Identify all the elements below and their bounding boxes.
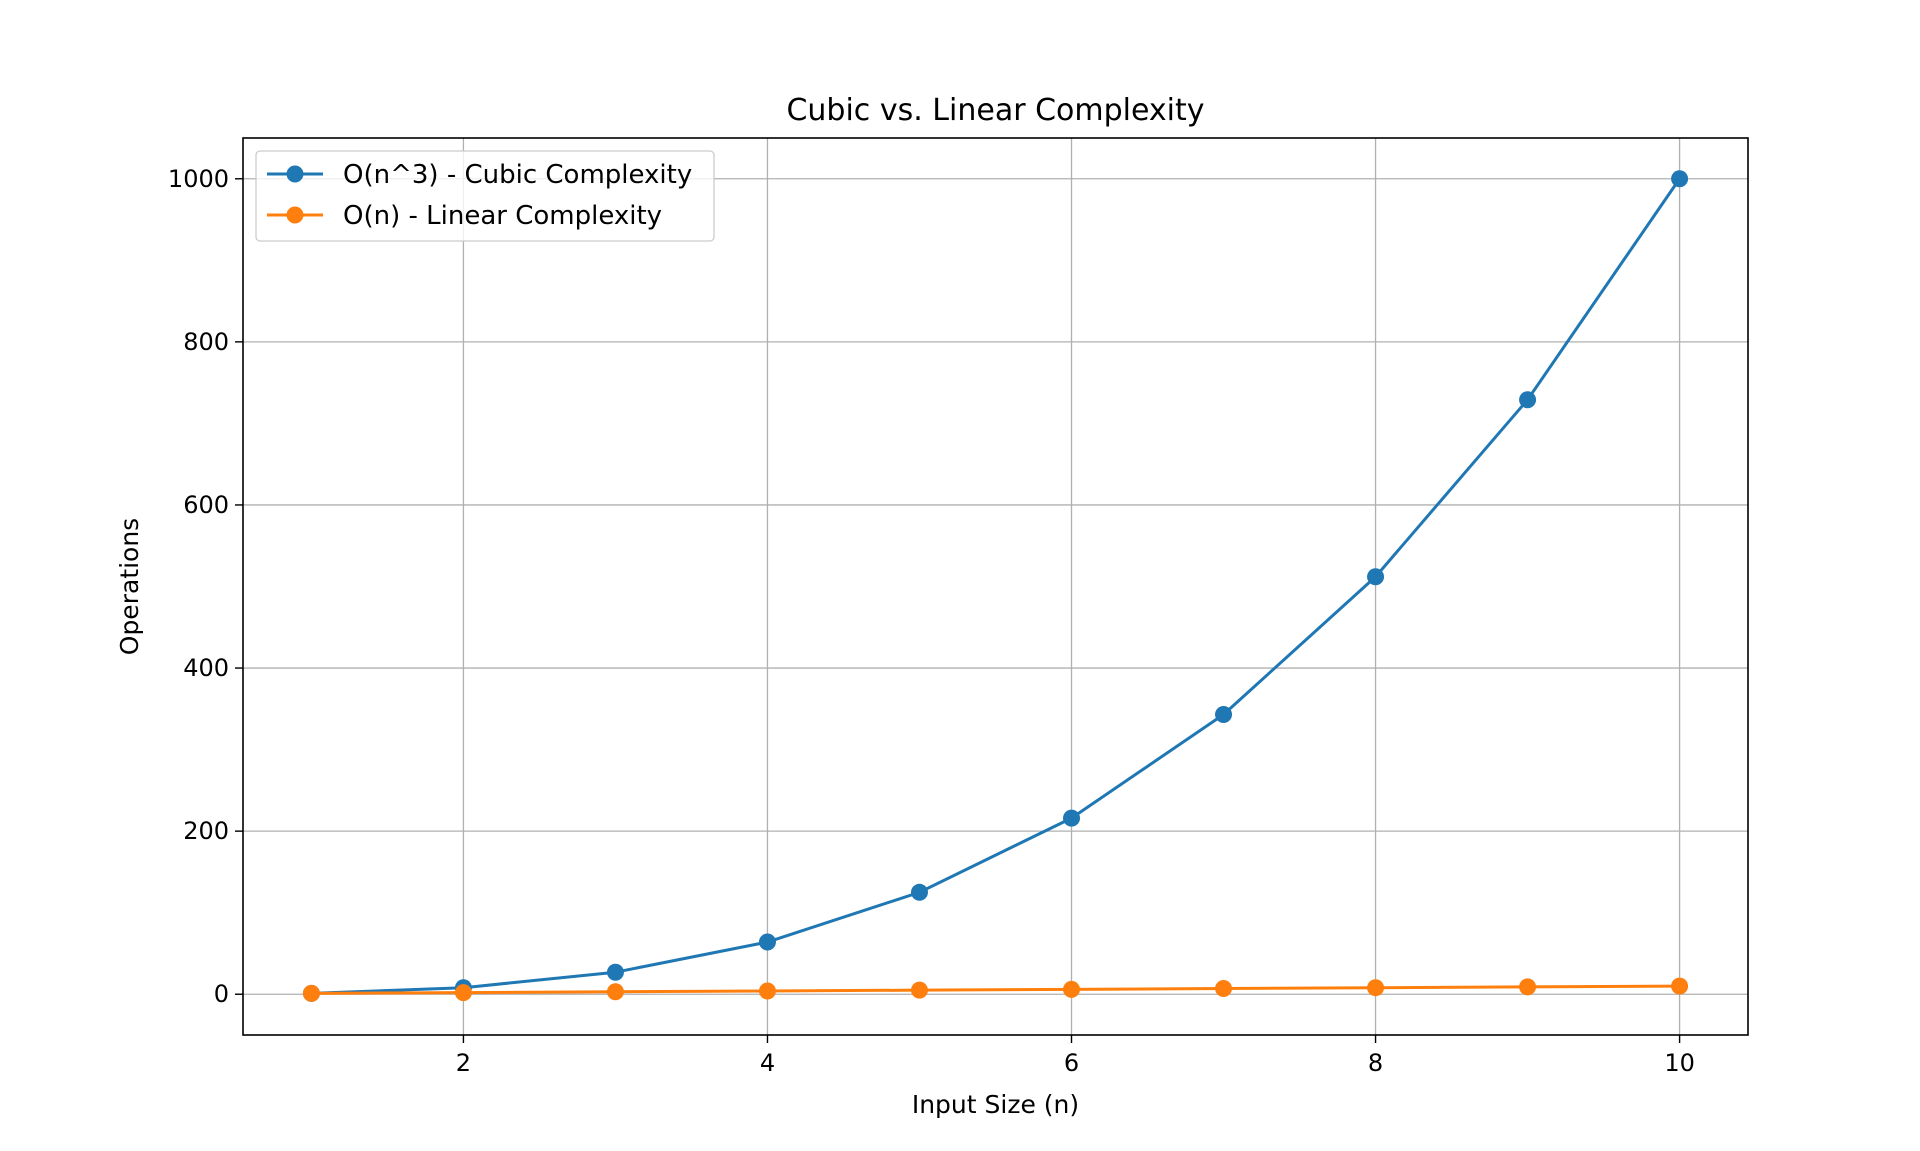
chart-title: Cubic vs. Linear Complexity (786, 93, 1204, 128)
series-1 (302, 170, 1689, 1002)
legend-label: O(n^3) - Cubic Complexity (343, 160, 692, 190)
data-point (758, 982, 776, 1000)
legend-swatch-marker (286, 165, 304, 183)
y-tick-label: 200 (183, 817, 229, 845)
data-point (1519, 978, 1537, 996)
data-point (1671, 170, 1689, 188)
y-tick-label: 400 (183, 654, 229, 682)
data-point (1063, 980, 1081, 998)
series-line (309, 177, 1682, 995)
legend-label: O(n) - Linear Complexity (343, 201, 662, 231)
data-point (1519, 391, 1537, 409)
data-point (1063, 809, 1081, 827)
y-tick-label: 600 (183, 491, 229, 519)
data-point (1215, 980, 1233, 998)
legend-box (255, 150, 715, 242)
legend: O(n^3) - Cubic Complexity O(n) - Linear C… (255, 150, 715, 242)
series-2 (302, 977, 1689, 1002)
data-point (1367, 568, 1385, 586)
legend-swatch-marker (286, 206, 304, 224)
legend-entries: O(n^3) - Cubic Complexity O(n) - Linear C… (267, 160, 692, 231)
data-point (606, 983, 624, 1001)
y-axis-label: Operations (115, 518, 144, 655)
data-point (1671, 977, 1689, 995)
legend-entry: O(n) - Linear Complexity (267, 201, 662, 231)
data-point (454, 984, 472, 1002)
data-point (910, 883, 928, 901)
legend-entry: O(n^3) - Cubic Complexity (267, 160, 692, 190)
x-tick-label: 6 (1064, 1049, 1079, 1077)
data-point (1215, 706, 1233, 724)
x-axis-label: Input Size (n) (912, 1090, 1079, 1119)
y-tick-label: 800 (183, 328, 229, 356)
grid (243, 138, 1748, 1035)
x-tick-label: 10 (1664, 1049, 1695, 1077)
data-point (910, 981, 928, 999)
data-point (758, 933, 776, 951)
data-point (606, 963, 624, 981)
data-point (302, 984, 320, 1002)
x-tick-label: 2 (456, 1049, 471, 1077)
ticks: 2 4 6 8 10 0 200 400 600 800 1000 (168, 165, 1695, 1077)
x-tick-label: 8 (1368, 1049, 1383, 1077)
data-point (1367, 979, 1385, 997)
series-line (309, 984, 1682, 995)
plot-area-frame (242, 137, 1749, 1036)
series-layer (302, 170, 1689, 1002)
y-tick-label: 0 (214, 980, 229, 1008)
x-tick-label: 4 (760, 1049, 775, 1077)
y-tick-label: 1000 (168, 165, 229, 193)
